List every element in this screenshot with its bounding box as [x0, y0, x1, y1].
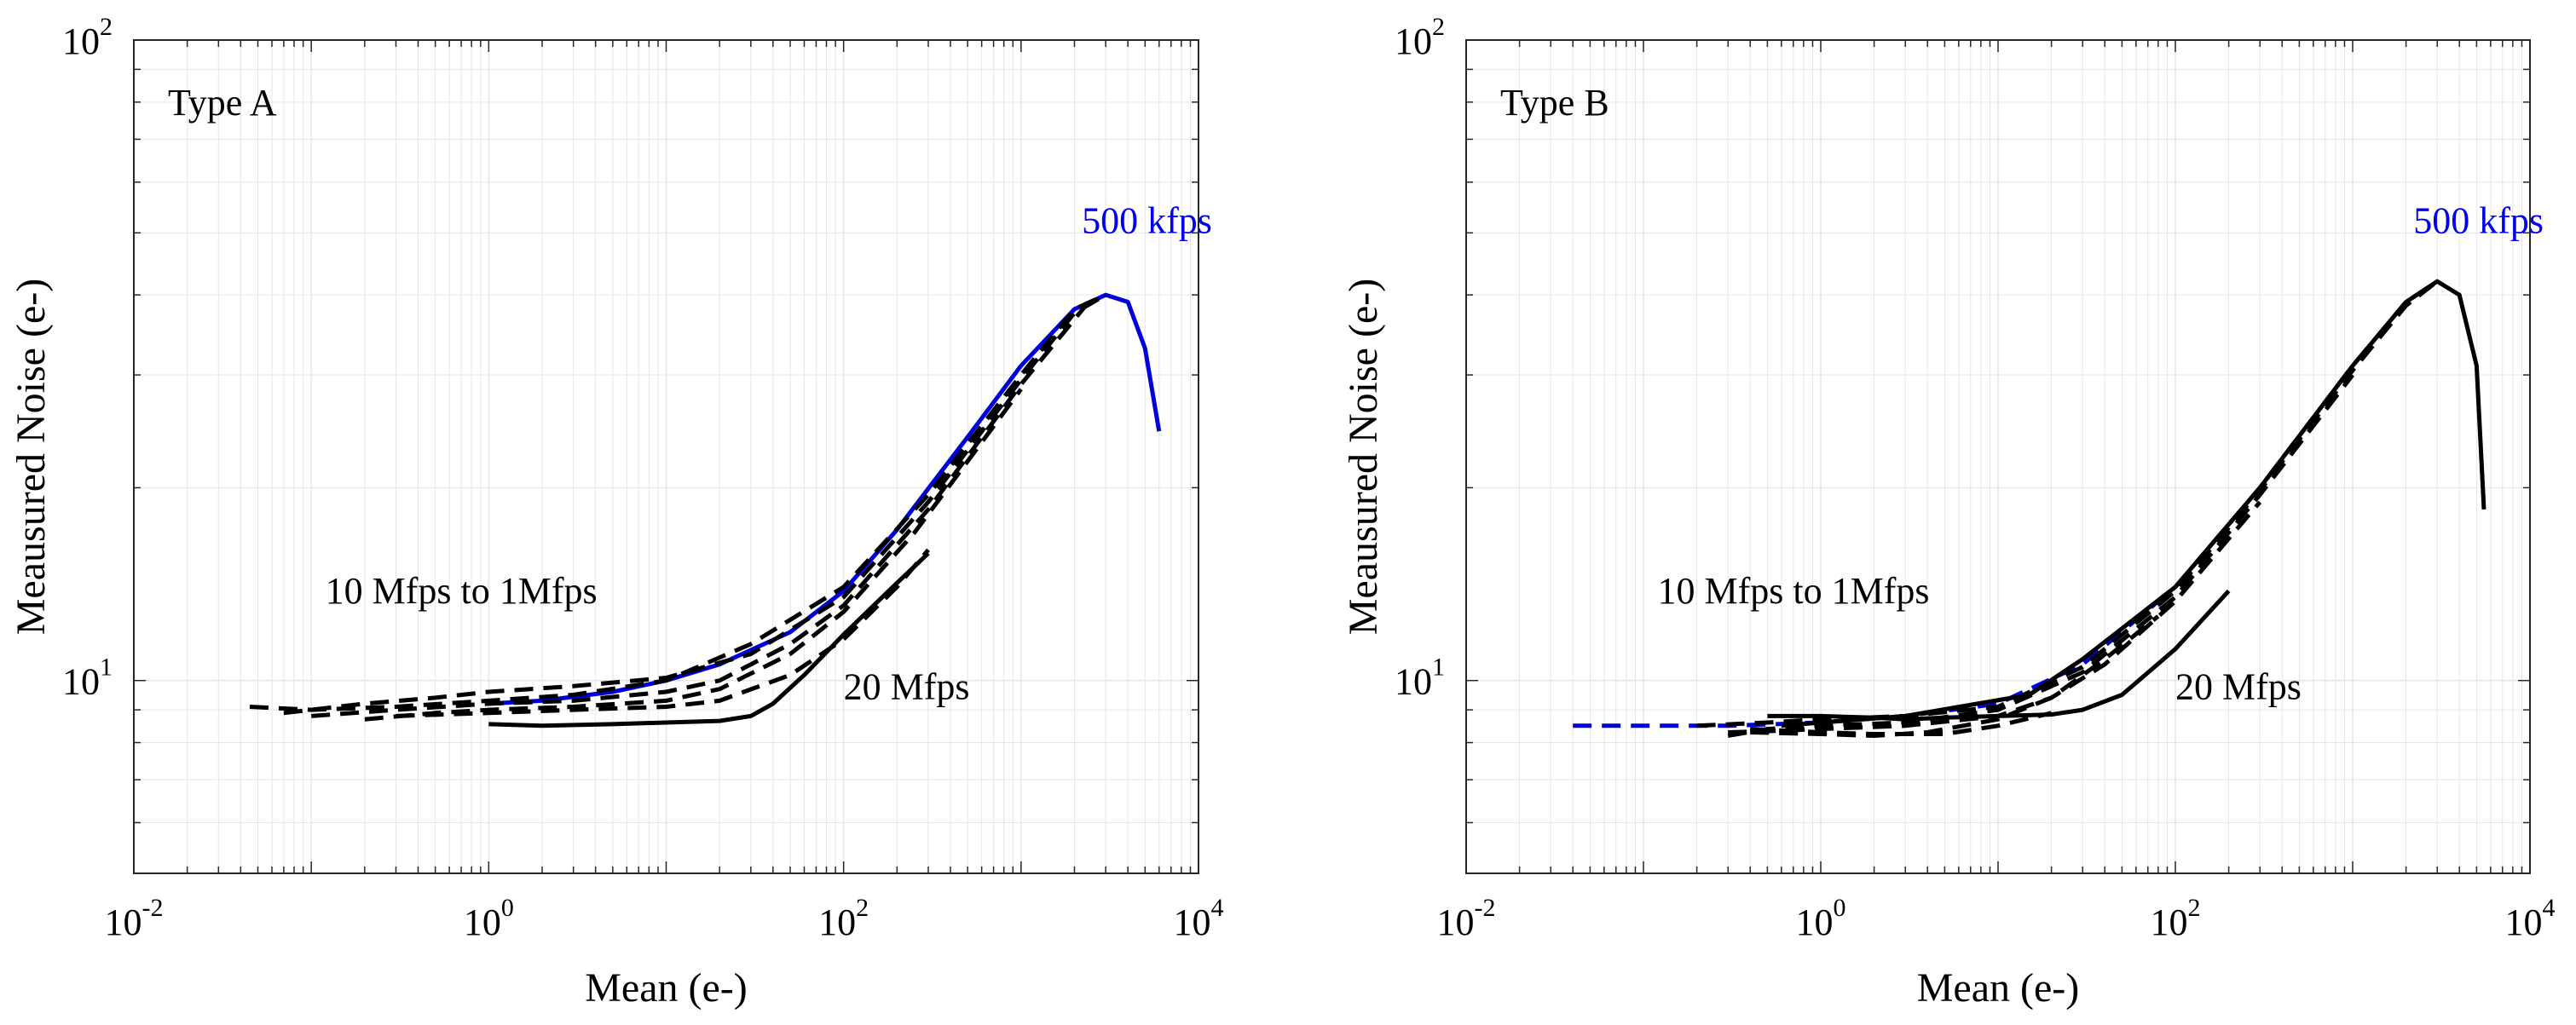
series-line-6 — [488, 551, 930, 728]
series-line-4 — [1750, 614, 2160, 738]
y-tick-label: 102 — [1395, 13, 1445, 62]
panel-a-label: Type A — [168, 82, 277, 124]
y-tick-label: 102 — [62, 13, 113, 62]
panel-a-annotations: 500 kfps 10 Mfps to 1Mfps 20 Mfps — [326, 199, 1212, 707]
panel-b-gridlines — [1465, 40, 2530, 874]
panel-b-y-tick-labels: 101 102 — [1395, 13, 1445, 703]
series-line-2 — [283, 292, 1107, 716]
panel-a-x-tick-labels: 10-2 100 102 104 — [105, 894, 1224, 943]
panel-b-tick-marks — [1465, 40, 2530, 874]
series-line-2 — [1727, 373, 2354, 738]
panel-a-tick-marks — [133, 40, 1198, 874]
panel-type-a: 10-2 100 102 104 101 102 Type A Mean (e-) Me… — [9, 13, 1224, 1011]
series-line-1 — [249, 292, 1107, 712]
annotation-10mfps-to-1mfps: 10 Mfps to 1Mfps — [1657, 570, 1929, 612]
panel-b-series — [1573, 279, 2486, 738]
series-line-4 — [364, 388, 1023, 722]
panel-b-x-tick-labels: 10-2 100 102 104 — [1437, 894, 2556, 943]
x-tick-label: 100 — [1796, 894, 1846, 943]
annotation-500-kfps: 500 kfps — [2413, 199, 2544, 241]
series-line-6 — [1767, 589, 2231, 722]
x-tick-label: 104 — [2505, 894, 2556, 943]
y-tick-label: 101 — [1395, 654, 1445, 703]
panel-b-label: Type B — [1500, 82, 1609, 124]
panel-a-series — [249, 292, 1162, 728]
panel-b-y-axis-title: Meausured Noise (e-) — [1341, 279, 1386, 636]
annotation-10mfps-to-1mfps: 10 Mfps to 1Mfps — [326, 570, 598, 612]
x-tick-label: 102 — [818, 894, 869, 943]
x-tick-label: 102 — [2151, 894, 2201, 943]
panel-a-y-tick-labels: 101 102 — [62, 13, 113, 703]
series-line-1 — [1696, 279, 2439, 728]
panel-a-gridlines — [133, 40, 1198, 874]
panel-a-x-axis-title: Mean (e-) — [585, 965, 748, 1011]
series-line-7 — [1781, 279, 2486, 728]
annotation-500-kfps: 500 kfps — [1082, 199, 1212, 241]
panel-type-b: 10-2 100 102 104 101 102 Type B Mean (e-) Me… — [1341, 13, 2556, 1011]
annotation-20-mfps: 20 Mfps — [844, 666, 970, 708]
series-line-5 — [1750, 711, 2053, 736]
x-tick-label: 10-2 — [1437, 894, 1496, 943]
panel-b-x-axis-title: Mean (e-) — [1917, 965, 2080, 1011]
series-line-5 — [396, 548, 930, 718]
x-tick-label: 10-2 — [105, 894, 164, 943]
series-line-3 — [311, 297, 1094, 718]
y-tick-label: 101 — [62, 654, 113, 703]
panel-a-y-axis-title: Meausured Noise (e-) — [9, 279, 54, 636]
x-tick-label: 104 — [1174, 894, 1224, 943]
panel-b-annotations: 500 kfps 10 Mfps to 1Mfps 20 Mfps — [1657, 199, 2544, 707]
x-tick-label: 100 — [464, 894, 514, 943]
annotation-20-mfps: 20 Mfps — [2175, 666, 2302, 708]
